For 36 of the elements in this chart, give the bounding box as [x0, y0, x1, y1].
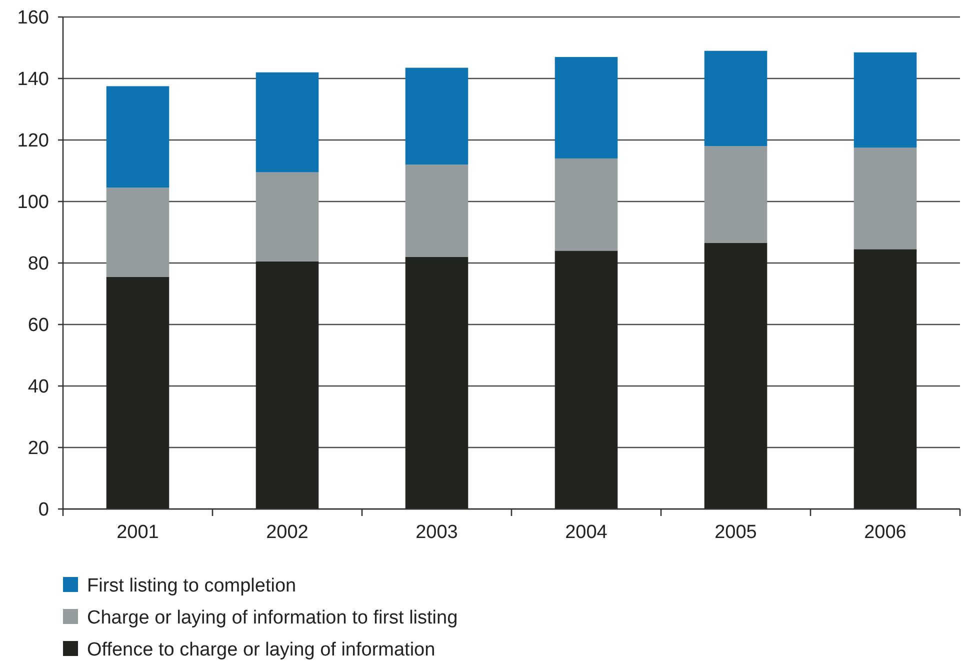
bar — [554, 56, 618, 158]
bar — [405, 164, 468, 257]
bar — [106, 276, 170, 509]
bar — [554, 250, 618, 509]
bar — [704, 50, 768, 146]
bar — [256, 261, 319, 509]
bar — [106, 188, 170, 277]
y-tick-label: 60 — [28, 315, 49, 336]
y-tick-label: 160 — [17, 8, 49, 29]
bar — [854, 52, 917, 148]
y-tick-label: 100 — [17, 192, 49, 214]
bar — [256, 72, 319, 172]
y-tick-label: 20 — [28, 438, 49, 460]
x-tick-label: 2006 — [864, 522, 906, 543]
y-tick-label: 120 — [17, 130, 49, 152]
bar — [854, 249, 917, 509]
bar — [704, 146, 768, 244]
legend-label: Charge or laying of information to first listing — [87, 608, 458, 629]
bar — [554, 158, 618, 251]
y-tick-label: 0 — [38, 500, 49, 521]
bar — [854, 148, 917, 250]
x-tick-label: 2005 — [714, 522, 757, 543]
bar — [704, 243, 768, 509]
x-tick-label: 2004 — [565, 522, 608, 543]
x-tick-label: 2001 — [116, 522, 159, 543]
bar — [106, 86, 170, 188]
legend-label: Offence to charge or laying of information — [87, 640, 436, 661]
bar — [256, 172, 319, 262]
x-tick-label: 2003 — [416, 522, 458, 543]
y-tick-label: 40 — [28, 376, 49, 398]
y-tick-label: 140 — [17, 69, 49, 90]
x-tick-label: 2002 — [266, 522, 308, 543]
bar — [405, 256, 468, 509]
legend-label: First listing to completion — [87, 576, 296, 597]
bar — [405, 68, 468, 165]
y-tick-label: 80 — [28, 254, 49, 275]
